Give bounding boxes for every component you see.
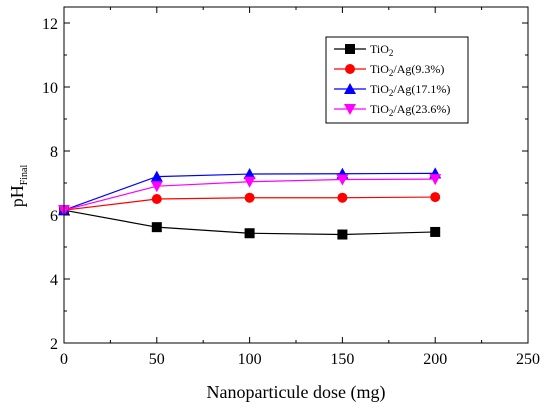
legend-label-0: TiO2	[370, 42, 393, 58]
series-0-point-2	[244, 228, 255, 239]
series-2-point-2	[243, 168, 256, 180]
legend-label-tail-1: /Ag(9.3%)	[393, 62, 444, 76]
series-3-point-2	[243, 176, 256, 188]
legend-label-sub-1: 2	[389, 68, 394, 78]
legend-label-sub-0: 2	[389, 48, 394, 58]
y-axis-title-sub: Final	[19, 165, 30, 186]
legend-label-1: TiO2/Ag(9.3%)	[370, 62, 444, 78]
x-axis-title: Nanoparticule dose (mg)	[207, 382, 386, 403]
x-tick-label-0: 0	[60, 351, 68, 368]
series-1-point-3	[337, 192, 348, 203]
series-1-point-4	[430, 192, 441, 203]
y-tick-label-4: 10	[42, 80, 58, 97]
legend-item-0: TiO2	[334, 42, 393, 58]
legend-label-main-3: TiO	[370, 102, 389, 116]
series-0	[59, 205, 441, 240]
series-1-point-2	[244, 192, 255, 203]
y-tick-label-3: 8	[50, 144, 58, 161]
legend-item-3: TiO2/Ag(23.6%)	[334, 102, 450, 118]
legend: TiO2TiO2/Ag(9.3%)TiO2/Ag(17.1%)TiO2/Ag(2…	[325, 36, 469, 124]
x-tick-label-2: 100	[238, 351, 262, 368]
series-0-point-1	[151, 222, 162, 233]
series-2	[58, 167, 442, 216]
legend-label-sub-2: 2	[389, 88, 394, 98]
y-axis-title: pHFinal	[7, 165, 30, 208]
legend-marker-0	[345, 44, 355, 54]
legend-label-2: TiO2/Ag(17.1%)	[370, 82, 450, 98]
legend-label-tail-2: /Ag(17.1%)	[393, 82, 450, 96]
legend-label-sub-3: 2	[389, 108, 394, 118]
x-tick-label-4: 200	[423, 351, 447, 368]
legend-label-main-0: TiO	[370, 42, 389, 56]
x-tick-label-1: 50	[149, 351, 165, 368]
legend-item-1: TiO2/Ag(9.3%)	[334, 62, 444, 78]
legend-label-main-2: TiO	[370, 82, 389, 96]
series-0-point-4	[430, 226, 441, 237]
series-1-point-1	[151, 194, 162, 204]
legend-marker-2	[344, 83, 356, 94]
legend-marker-3	[344, 104, 356, 115]
y-axis-title-main: pH	[7, 185, 27, 207]
legend-label-tail-3: /Ag(23.6%)	[393, 102, 450, 116]
legend-label-3: TiO2/Ag(23.6%)	[370, 102, 450, 118]
y-tick-label-0: 2	[50, 336, 58, 353]
y-tick-label-1: 4	[50, 272, 58, 289]
series-3-point-4	[429, 174, 442, 186]
series-1	[59, 192, 441, 216]
series-3-point-1	[150, 181, 163, 193]
series-3-point-3	[336, 174, 349, 186]
legend-item-2: TiO2/Ag(17.1%)	[334, 82, 450, 98]
y-tick-label-2: 6	[50, 208, 58, 225]
legend-label-main-1: TiO	[370, 62, 389, 76]
x-tick-label-3: 150	[330, 351, 354, 368]
axes-layer: 0 50 100 150 200 250 2 4 6 8 10 12	[42, 6, 540, 368]
legend-marker-1	[345, 64, 355, 74]
series-layer	[58, 167, 442, 240]
y-tick-label-5: 12	[42, 16, 58, 33]
series-0-point-3	[337, 229, 348, 240]
series-2-point-1	[150, 170, 163, 182]
x-tick-label-5: 250	[516, 351, 540, 368]
